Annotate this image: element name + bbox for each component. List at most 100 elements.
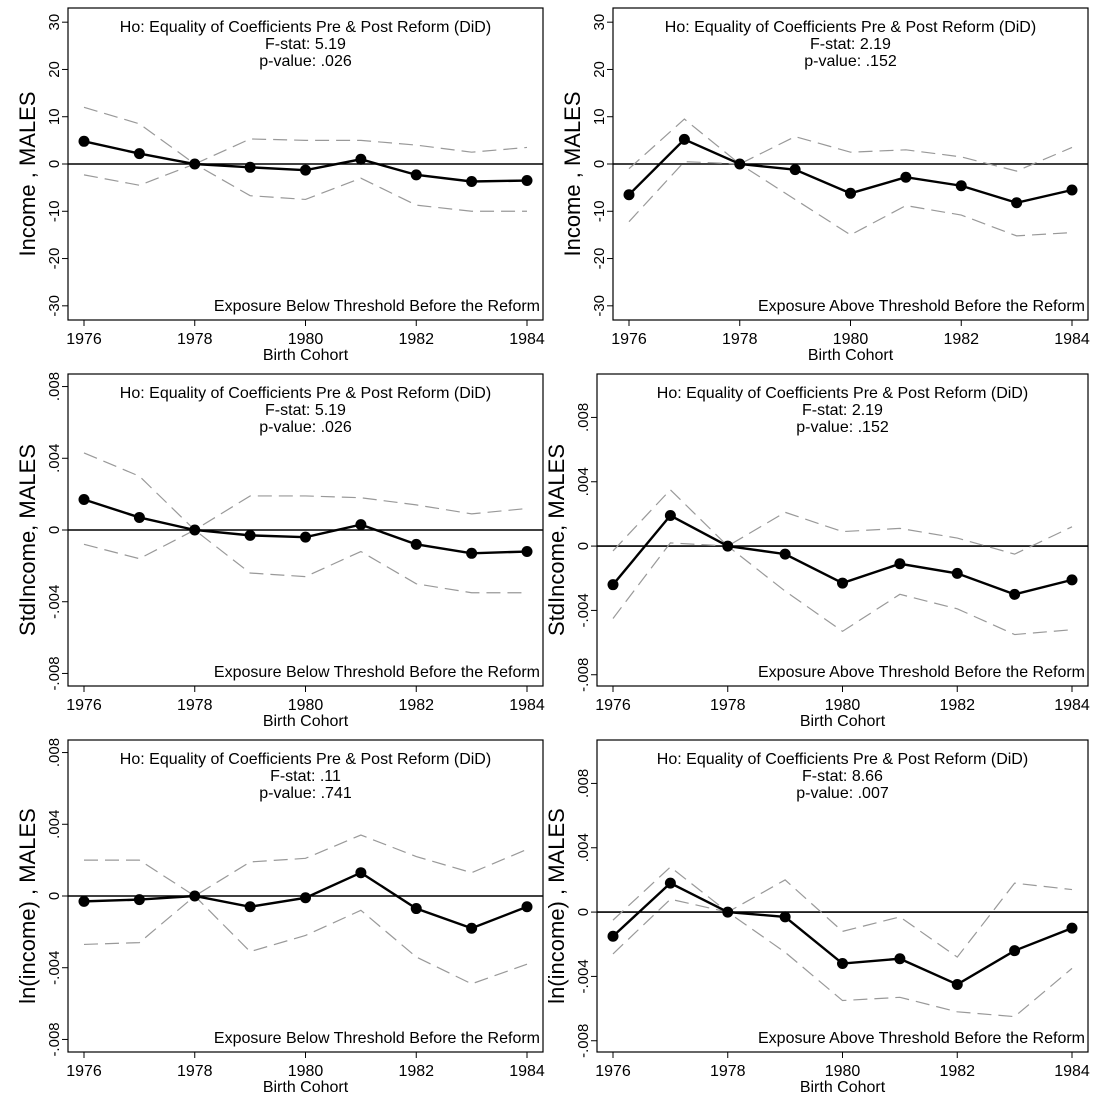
y-tick-label: -30 <box>591 295 608 317</box>
y-tick-label: .004 <box>46 810 63 839</box>
annotation-line: p-value: .026 <box>259 419 352 436</box>
coefficient-point <box>300 164 311 176</box>
x-tick-label: 1984 <box>1054 1063 1090 1080</box>
panel-stdincome-above: -.008 -.004 0 .004 .008 1976 1978 1980 1982 1984 B… <box>544 373 1090 730</box>
x-axis-label: Birth Cohort <box>800 1079 886 1096</box>
coefficient-point <box>410 903 422 915</box>
coefficient-point <box>845 187 856 199</box>
coefficient-point <box>607 579 619 591</box>
coefficient-line <box>83 498 528 555</box>
coefficient-point <box>78 494 90 506</box>
coefficient-point <box>521 901 533 913</box>
x-tick-label: 1978 <box>710 1063 746 1080</box>
y-tick-label: -.004 <box>46 951 63 985</box>
coefficient-point <box>355 153 367 165</box>
coefficient-point <box>300 892 311 904</box>
ci-upper-line <box>612 866 1073 958</box>
annotation-line: p-value: .741 <box>259 785 352 802</box>
coefficient-point <box>664 877 676 889</box>
y-tick-label: .008 <box>46 372 63 401</box>
x-tick-label: 1984 <box>1054 697 1090 714</box>
coefficient-point <box>623 189 635 201</box>
annotation-line: F-stat: 2.19 <box>810 36 891 53</box>
ci-lower-line <box>83 163 527 212</box>
annotation-line: Ho: Equality of Coefficients Pre & Post … <box>120 751 491 768</box>
y-tick-label: -30 <box>46 295 63 317</box>
ci-lower-line <box>612 898 1073 1018</box>
panel-footer: Exposure Above Threshold Before the Refo… <box>758 664 1085 681</box>
coefficient-point <box>78 135 90 147</box>
x-tick-label: 1978 <box>722 331 758 348</box>
x-tick-label: 1978 <box>177 331 213 348</box>
y-tick-label: 0 <box>46 160 63 168</box>
annotation-line: p-value: .007 <box>796 785 889 802</box>
x-tick-label: 1984 <box>509 1063 545 1080</box>
y-axis-label: Income , MALES <box>15 91 40 256</box>
x-tick-label: 1980 <box>825 1063 861 1080</box>
x-tick-label: 1976 <box>66 1063 102 1080</box>
coefficient-point <box>466 175 478 187</box>
panel-footer: Exposure Above Threshold Before the Refo… <box>758 298 1085 315</box>
ci-upper-line <box>84 834 528 897</box>
x-tick-label: 1980 <box>288 1063 324 1080</box>
annotation-line: p-value: .152 <box>796 419 889 436</box>
coefficient-point <box>78 895 90 907</box>
y-tick-label: 0 <box>575 542 592 550</box>
coefficient-point <box>1066 922 1078 934</box>
x-tick-label: 1980 <box>833 331 869 348</box>
coefficient-point <box>244 161 256 173</box>
coefficient-point <box>894 558 906 570</box>
y-tick-label: .004 <box>575 467 592 496</box>
y-axis-label: ln(income) , MALES <box>544 808 569 1004</box>
coefficient-point <box>779 548 791 560</box>
panel-footer: Exposure Below Threshold Before the Refo… <box>214 664 540 681</box>
y-tick-label: -10 <box>591 200 608 222</box>
x-tick-label: 1978 <box>177 697 213 714</box>
y-tick-label: -10 <box>46 200 63 222</box>
coefficient-point <box>837 577 848 589</box>
x-tick-label: 1980 <box>288 331 324 348</box>
x-tick-label: 1982 <box>939 697 975 714</box>
coefficient-point <box>1066 574 1078 586</box>
y-tick-label: -20 <box>46 248 63 270</box>
y-tick-label: 0 <box>46 526 63 534</box>
coefficient-point <box>955 180 967 192</box>
x-tick-label: 1984 <box>509 331 545 348</box>
y-axis-label: ln(income) , MALES <box>15 808 40 1004</box>
ci-upper-line <box>628 118 1073 172</box>
x-tick-label: 1976 <box>595 697 631 714</box>
y-tick-label: 0 <box>46 892 63 900</box>
coefficient-point <box>300 531 311 543</box>
x-axis-label: Birth Cohort <box>263 713 349 730</box>
coefficient-point <box>789 164 801 176</box>
coefficient-point <box>951 978 963 990</box>
y-tick-label: .008 <box>575 769 592 798</box>
coefficient-point <box>1066 184 1078 196</box>
coefficient-point <box>722 540 734 552</box>
y-tick-label: -.008 <box>46 656 63 690</box>
y-tick-label: .004 <box>46 444 63 473</box>
y-tick-label: -.004 <box>575 959 592 993</box>
x-axis-label: Birth Cohort <box>263 1079 349 1096</box>
x-tick-label: 1982 <box>398 1063 434 1080</box>
panel-lnincome-below: -.008 -.004 0 .004 .008 1976 1978 1980 1982 1984 B… <box>15 738 545 1096</box>
annotation-line: F-stat: 5.19 <box>265 402 346 419</box>
y-tick-label: 20 <box>46 61 63 78</box>
coefficient-point <box>894 953 906 965</box>
ci-lower-line <box>83 895 528 985</box>
coefficient-point <box>244 901 256 913</box>
panel-stdincome-below: -.008 -.004 0 .004 .008 1976 1978 1980 1982 1984 B… <box>15 372 545 730</box>
coefficient-point <box>521 546 533 558</box>
x-tick-label: 1982 <box>939 1063 975 1080</box>
annotation-line: Ho: Equality of Coefficients Pre & Post … <box>665 19 1036 36</box>
x-tick-label: 1982 <box>398 697 434 714</box>
coefficient-point <box>189 890 201 902</box>
coefficient-point <box>734 158 746 170</box>
coefficient-point <box>521 175 533 187</box>
y-tick-label: 0 <box>575 908 592 916</box>
annotation-line: F-stat: 5.19 <box>265 36 346 53</box>
x-tick-label: 1982 <box>943 331 979 348</box>
annotation-line: p-value: .152 <box>804 53 897 70</box>
coefficient-point <box>133 148 145 160</box>
coefficient-point <box>900 171 912 183</box>
